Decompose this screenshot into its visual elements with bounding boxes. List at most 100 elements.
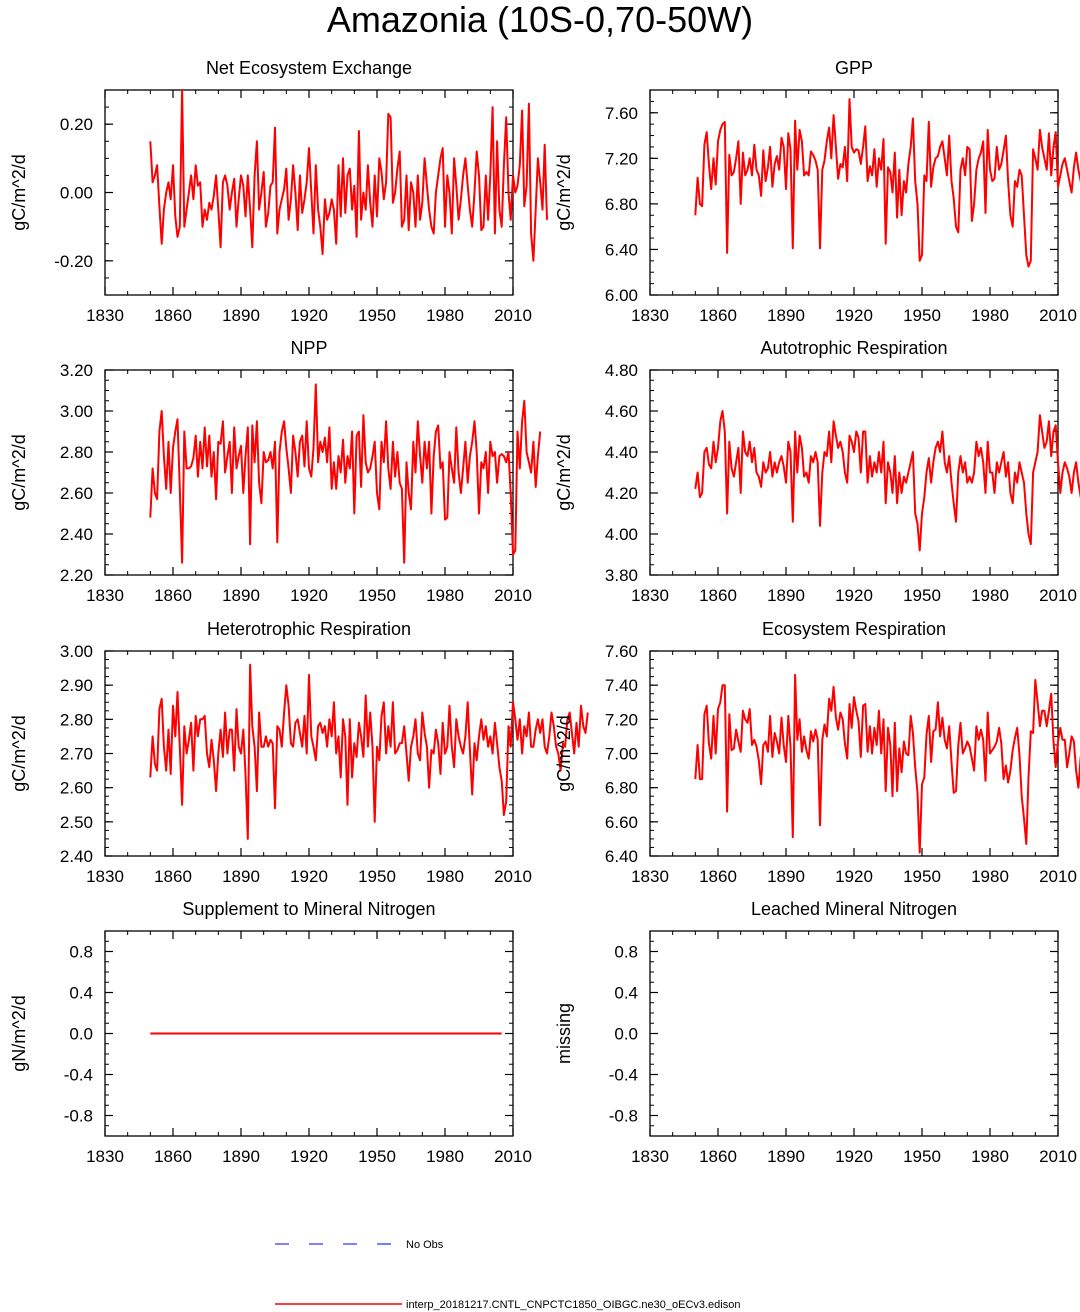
- panel-6-x-tick-label: 1830: [631, 867, 669, 886]
- panel-1-series-line: [149, 89, 548, 262]
- panel-4-x-tick-label: 1890: [767, 586, 805, 605]
- panel-6-y-axis-label: gC/m^2/d: [554, 715, 574, 791]
- panel-7-x-tick-label: 1920: [290, 1147, 328, 1166]
- panel-4-y-tick-label: 4.00: [605, 525, 638, 544]
- panel-5-x-tick-label: 1860: [154, 867, 192, 886]
- panel-5-x-tick-label: 1890: [222, 867, 260, 886]
- panel-3-y-tick-label: 2.20: [60, 566, 93, 585]
- panel-6-y-tick-label: 7.20: [605, 710, 638, 729]
- panel-6-title: Ecosystem Respiration: [762, 619, 946, 639]
- panel-7-y-tick-label: -0.8: [64, 1107, 93, 1126]
- panel-2-y-tick-label: 6.80: [605, 195, 638, 214]
- panel-2-x-tick-label: 1830: [631, 306, 669, 325]
- panel-4-y-tick-label: 3.80: [605, 566, 638, 585]
- panel-3-x-tick-label: 1980: [426, 586, 464, 605]
- panel-5-y-tick-label: 2.90: [60, 676, 93, 695]
- panel-6-x-tick-label: 1890: [767, 867, 805, 886]
- panel-3-y-tick-label: 3.20: [60, 361, 93, 380]
- panel-4-y-tick-label: 4.60: [605, 402, 638, 421]
- panel-3-x-tick-label: 1890: [222, 586, 260, 605]
- panel-5-y-axis-label: gC/m^2/d: [9, 715, 29, 791]
- panel-3-x-tick-label: 2010: [494, 586, 532, 605]
- panel-8-y-tick-label: 0.4: [614, 984, 638, 1003]
- panel-6-x-tick-label: 1860: [699, 867, 737, 886]
- panel-5-y-tick-label: 2.50: [60, 813, 93, 832]
- panel-3-title: NPP: [290, 338, 327, 358]
- panel-8-frame: [649, 930, 1059, 1137]
- panel-8-y-axis-label: missing: [554, 1003, 574, 1064]
- panel-5-y-tick-label: 2.60: [60, 779, 93, 798]
- panel-2-series-line: [694, 98, 1080, 268]
- panel-5-x-tick-label: 1950: [358, 867, 396, 886]
- panel-2-y-tick-label: 7.20: [605, 149, 638, 168]
- panel-7-y-tick-label: 0.4: [69, 984, 93, 1003]
- panel-6-series-line: [694, 673, 1080, 854]
- panel-4-x-tick-label: 1950: [903, 586, 941, 605]
- panel-8-y-tick-label: -0.8: [609, 1107, 638, 1126]
- panel-7-x-tick-label: 1830: [86, 1147, 124, 1166]
- panel-8-x-tick-label: 1950: [903, 1147, 941, 1166]
- panel-7-title: Supplement to Mineral Nitrogen: [182, 899, 435, 919]
- panel-8-x-tick-label: 1980: [971, 1147, 1009, 1166]
- panel-7-x-tick-label: 1980: [426, 1147, 464, 1166]
- panel-5-x-tick-label: 1830: [86, 867, 124, 886]
- panel-8-y-tick-label: 0.8: [614, 943, 638, 962]
- panel-8-y-tick-label: 0.0: [614, 1025, 638, 1044]
- legend-obs-label: No Obs: [406, 1239, 444, 1251]
- panel-4-y-axis-label: gC/m^2/d: [554, 434, 574, 510]
- panel-2-frame: [649, 89, 1059, 296]
- panel-1-y-tick-label: -0.20: [54, 252, 93, 271]
- panel-1-x-tick-label: 1980: [426, 306, 464, 325]
- panel-6-y-tick-label: 6.60: [605, 813, 638, 832]
- panel-5-x-tick-label: 1980: [426, 867, 464, 886]
- panel-2-y-axis-label: gC/m^2/d: [554, 154, 574, 230]
- panel-6-x-tick-label: 1950: [903, 867, 941, 886]
- panel-1-y-tick-label: 0.20: [60, 115, 93, 134]
- panel-7-y-axis-label: gN/m^2/d: [9, 995, 29, 1071]
- panel-2-title: GPP: [835, 58, 873, 78]
- panel-8-x-tick-label: 1860: [699, 1147, 737, 1166]
- panel-7-x-tick-label: 1890: [222, 1147, 260, 1166]
- panel-2-x-tick-label: 2010: [1039, 306, 1077, 325]
- panel-6-x-tick-label: 1920: [835, 867, 873, 886]
- panel-2-y-tick-label: 6.00: [605, 286, 638, 305]
- panel-3-y-axis-label: gC/m^2/d: [9, 434, 29, 510]
- panel-1-title: Net Ecosystem Exchange: [206, 58, 412, 78]
- panel-4-x-tick-label: 1860: [699, 586, 737, 605]
- panel-1-x-tick-label: 1920: [290, 306, 328, 325]
- panel-8-x-tick-label: 1830: [631, 1147, 669, 1166]
- panel-1-y-tick-label: 0.00: [60, 184, 93, 203]
- panel-3-y-tick-label: 2.80: [60, 443, 93, 462]
- panel-2-x-tick-label: 1890: [767, 306, 805, 325]
- panel-6-y-tick-label: 7.60: [605, 642, 638, 661]
- panel-7-x-tick-label: 2010: [494, 1147, 532, 1166]
- panel-8-y-tick-label: -0.4: [609, 1066, 638, 1085]
- panel-7-y-tick-label: -0.4: [64, 1066, 93, 1085]
- panel-5-y-tick-label: 2.70: [60, 745, 93, 764]
- panel-6-y-tick-label: 6.40: [605, 847, 638, 866]
- panel-6-y-tick-label: 7.00: [605, 745, 638, 764]
- panel-5-title: Heterotrophic Respiration: [207, 619, 411, 639]
- panel-4-x-tick-label: 2010: [1039, 586, 1077, 605]
- panel-5-x-tick-label: 1920: [290, 867, 328, 886]
- panel-2-x-tick-label: 1920: [835, 306, 873, 325]
- panel-4-x-tick-label: 1980: [971, 586, 1009, 605]
- panel-6-y-tick-label: 7.40: [605, 676, 638, 695]
- panel-1-x-tick-label: 1950: [358, 306, 396, 325]
- panel-3-series-line: [149, 383, 542, 564]
- panel-4-y-tick-label: 4.20: [605, 484, 638, 503]
- panel-3-y-tick-label: 3.00: [60, 402, 93, 421]
- panel-4-y-tick-label: 4.40: [605, 443, 638, 462]
- panel-2-y-tick-label: 6.40: [605, 240, 638, 259]
- panel-5-y-tick-label: 3.00: [60, 642, 93, 661]
- panel-2-x-tick-label: 1980: [971, 306, 1009, 325]
- panel-6-y-tick-label: 6.80: [605, 779, 638, 798]
- panel-3-x-tick-label: 1860: [154, 586, 192, 605]
- panel-6-x-tick-label: 2010: [1039, 867, 1077, 886]
- panel-4-title: Autotrophic Respiration: [760, 338, 947, 358]
- panel-3-x-tick-label: 1830: [86, 586, 124, 605]
- panel-2-y-tick-label: 7.60: [605, 104, 638, 123]
- panel-3-y-tick-label: 2.40: [60, 525, 93, 544]
- panel-8-x-tick-label: 1920: [835, 1147, 873, 1166]
